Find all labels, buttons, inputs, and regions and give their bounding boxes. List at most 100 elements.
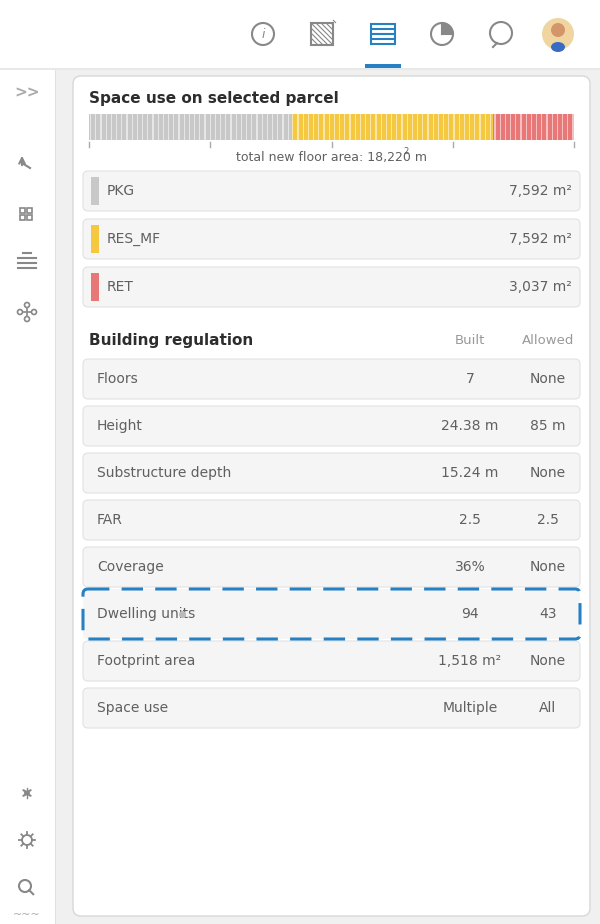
Bar [236, 114, 237, 140]
Text: Coverage: Coverage [97, 560, 164, 574]
Bar [209, 114, 211, 140]
Bar [318, 114, 319, 140]
Bar [178, 114, 179, 140]
Text: None: None [530, 560, 566, 574]
Bar [121, 114, 122, 140]
Bar [494, 114, 496, 140]
Bar [27, 208, 32, 213]
Text: 85 m: 85 m [530, 419, 566, 433]
Bar [438, 114, 439, 140]
Bar [0, 70, 55, 924]
Bar [479, 114, 481, 140]
Bar [241, 114, 242, 140]
Text: 94: 94 [461, 607, 479, 621]
Bar [205, 114, 206, 140]
FancyBboxPatch shape [83, 500, 580, 540]
Bar [474, 114, 475, 140]
Text: 7,592 m²: 7,592 m² [509, 232, 572, 246]
Circle shape [25, 317, 29, 322]
Bar [291, 114, 493, 140]
Bar [220, 114, 221, 140]
Bar [230, 114, 232, 140]
Text: i: i [261, 29, 265, 42]
Bar [131, 114, 133, 140]
Text: RES_MF: RES_MF [107, 232, 161, 246]
Bar [55, 70, 56, 924]
Bar [272, 114, 273, 140]
Bar [251, 114, 253, 140]
Bar [344, 114, 346, 140]
Bar [376, 114, 377, 140]
Bar [215, 114, 216, 140]
Text: All: All [539, 701, 557, 715]
Bar [417, 114, 418, 140]
Bar [448, 114, 449, 140]
FancyBboxPatch shape [83, 219, 580, 259]
Text: 7: 7 [466, 372, 475, 386]
Bar [311, 23, 333, 45]
Bar [20, 215, 25, 220]
Text: >>: >> [14, 86, 40, 101]
Text: 43: 43 [539, 607, 557, 621]
Bar [454, 114, 455, 140]
Bar [433, 114, 434, 140]
Bar [313, 114, 314, 140]
Bar [531, 114, 532, 140]
Bar [199, 114, 200, 140]
FancyBboxPatch shape [83, 688, 580, 728]
Bar [89, 114, 291, 140]
Bar [91, 273, 99, 301]
Bar [329, 114, 330, 140]
Bar [557, 114, 558, 140]
Bar [323, 114, 325, 140]
Bar [407, 114, 408, 140]
Bar [168, 114, 169, 140]
Bar [225, 114, 226, 140]
FancyBboxPatch shape [83, 547, 580, 587]
Text: None: None [530, 372, 566, 386]
Bar [360, 114, 361, 140]
Bar [510, 114, 511, 140]
FancyBboxPatch shape [83, 641, 580, 681]
Text: Space use on selected parcel: Space use on selected parcel [89, 91, 339, 105]
Bar [386, 114, 387, 140]
Bar [422, 114, 424, 140]
Bar [262, 114, 263, 140]
Bar [95, 114, 97, 140]
Bar [371, 24, 395, 44]
Bar [298, 114, 299, 140]
Bar [520, 114, 521, 140]
Bar [163, 114, 164, 140]
Bar [536, 114, 537, 140]
Bar [541, 114, 542, 140]
Bar [158, 114, 159, 140]
Bar [256, 114, 257, 140]
Text: Allowed: Allowed [522, 334, 574, 347]
Bar [547, 114, 548, 140]
Text: ~~~: ~~~ [13, 910, 41, 920]
Text: 24.38 m: 24.38 m [442, 419, 499, 433]
Bar [391, 114, 392, 140]
Bar [567, 114, 568, 140]
Bar [100, 114, 101, 140]
Text: 2.5: 2.5 [459, 513, 481, 527]
Bar [562, 114, 563, 140]
Bar [365, 114, 366, 140]
Bar [493, 114, 574, 140]
Bar [443, 114, 444, 140]
Text: PKG: PKG [107, 184, 135, 198]
Bar [396, 114, 397, 140]
Text: total new floor area: 18,220 m: total new floor area: 18,220 m [236, 151, 427, 164]
Text: 3,037 m²: 3,037 m² [509, 280, 572, 294]
Text: 2.5: 2.5 [537, 513, 559, 527]
Text: 15.24 m: 15.24 m [442, 466, 499, 480]
Bar [194, 114, 195, 140]
Bar [0, 0, 600, 68]
Bar [142, 114, 143, 140]
Text: Dwelling units: Dwelling units [97, 607, 195, 621]
Bar [0, 68, 600, 70]
Text: RET: RET [107, 280, 134, 294]
Bar [137, 114, 138, 140]
Bar [526, 114, 527, 140]
Bar [27, 215, 32, 220]
